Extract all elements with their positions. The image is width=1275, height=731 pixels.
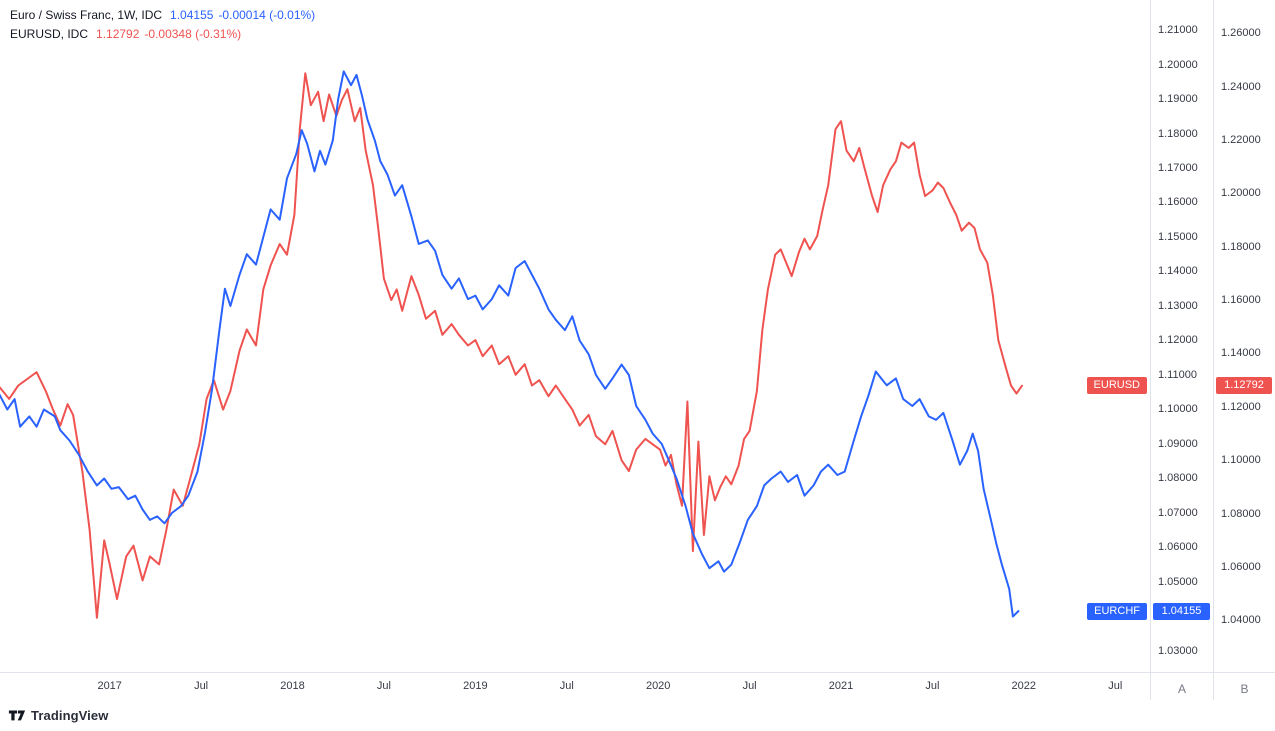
footer: TradingView bbox=[8, 706, 108, 724]
price-tick-label: 1.18000 bbox=[1158, 127, 1198, 140]
eurusd-change: -0.00348 (-0.31%) bbox=[144, 27, 242, 41]
price-tick-label: 1.15000 bbox=[1158, 230, 1198, 243]
price-tick-label: 1.18000 bbox=[1221, 240, 1261, 253]
price-tick-label: 1.20000 bbox=[1221, 187, 1261, 200]
price-tick-label: 1.11000 bbox=[1158, 368, 1197, 381]
price-tick-label: 1.19000 bbox=[1158, 93, 1198, 105]
time-tick-label: Jul bbox=[194, 680, 209, 692]
price-tick-label: 1.12000 bbox=[1221, 400, 1261, 413]
legend-row-eurusd[interactable]: EURUSD, IDC 1.12792 -0.00348 (-0.31%) bbox=[10, 25, 320, 44]
price-tick-label: 1.14000 bbox=[1221, 347, 1261, 360]
eurchf-symbol-title: Euro / Swiss Franc, 1W, IDC bbox=[10, 8, 163, 22]
price-scale-a[interactable]: 1.21000 1.20000 1.19000 1.18000 1.17000 1.160… bbox=[1151, 0, 1213, 700]
eurchf-change: -0.00014 (-0.01%) bbox=[218, 8, 316, 22]
legend-row-eurchf[interactable]: Euro / Swiss Franc, 1W, IDC 1.04155 -0.000… bbox=[10, 6, 320, 25]
time-tick-label: Jul bbox=[742, 680, 757, 692]
price-tick-label: 1.06000 bbox=[1158, 541, 1198, 554]
price-tick-label: 1.09000 bbox=[1158, 437, 1198, 450]
price-tick-label: 1.22000 bbox=[1221, 133, 1261, 146]
eurchf-last-price: 1.04155 bbox=[170, 8, 214, 22]
price-tick-label: 1.04000 bbox=[1221, 614, 1261, 627]
eurchf-price-badge: 1.04155 bbox=[1153, 602, 1210, 620]
price-tick-label: 1.05000 bbox=[1158, 575, 1198, 588]
time-tick-label: 2020 bbox=[645, 680, 671, 692]
price-tick-label: 1.14000 bbox=[1158, 265, 1198, 278]
price-tick-label: 1.06000 bbox=[1221, 561, 1261, 574]
price-tick-label: 1.08000 bbox=[1221, 507, 1261, 520]
time-tick-label: 2019 bbox=[463, 680, 488, 692]
price-tick-label: 1.13000 bbox=[1158, 299, 1198, 312]
axis-a-separator bbox=[1150, 0, 1151, 700]
time-tick-label: Jul bbox=[559, 680, 574, 692]
price-tick-label: 1.07000 bbox=[1158, 506, 1198, 519]
tradingview-logo-icon[interactable] bbox=[8, 706, 26, 724]
eurusd-series-label: EURUSD bbox=[1086, 377, 1147, 395]
price-chart-pane[interactable]: Euro / Swiss Franc, 1W, IDC 1.04155 -0.000… bbox=[0, 0, 1150, 672]
time-tick-label: Jul bbox=[925, 680, 940, 692]
time-axis[interactable]: 2017 Jul 2018 Jul 2019 Jul 2020 Jul 2021 Jul 2022 J… bbox=[0, 672, 1150, 700]
time-tick-label: 2018 bbox=[280, 680, 305, 692]
price-tick-label: 1.16000 bbox=[1221, 294, 1261, 307]
price-tick-label: 1.26000 bbox=[1221, 27, 1261, 40]
price-scale-b-label[interactable]: B bbox=[1240, 682, 1249, 696]
price-tick-label: 1.03000 bbox=[1158, 644, 1198, 657]
time-tick-label: Jul bbox=[376, 680, 391, 692]
eurusd-last-price: 1.12792 bbox=[96, 27, 140, 41]
price-scale-b[interactable]: 1.26000 1.24000 1.22000 1.20000 1.18000 1.160… bbox=[1214, 0, 1275, 700]
time-tick-label: 2017 bbox=[97, 680, 122, 692]
eurchf-series-label: EURCHF bbox=[1087, 602, 1147, 620]
price-tick-label: 1.21000 bbox=[1158, 24, 1198, 36]
time-tick-label: Jul bbox=[1108, 680, 1123, 692]
tradingview-logo-text[interactable]: TradingView bbox=[31, 707, 109, 723]
eurchf-line[interactable] bbox=[0, 70, 1020, 618]
price-tick-label: 1.08000 bbox=[1158, 472, 1198, 485]
eurusd-price-badge: 1.12792 bbox=[1216, 377, 1272, 395]
price-tick-label: 1.12000 bbox=[1158, 334, 1198, 347]
time-tick-label: 2022 bbox=[1011, 680, 1037, 692]
price-tick-label: 1.16000 bbox=[1158, 196, 1198, 209]
price-tick-label: 1.17000 bbox=[1158, 162, 1198, 174]
eurusd-symbol-title: EURUSD, IDC bbox=[10, 27, 89, 41]
price-tick-label: 1.24000 bbox=[1221, 80, 1261, 93]
price-tick-label: 1.10000 bbox=[1221, 454, 1261, 467]
price-tick-label: 1.10000 bbox=[1158, 403, 1198, 416]
eurusd-line[interactable] bbox=[0, 72, 1023, 619]
price-scale-a-label[interactable]: A bbox=[1177, 682, 1186, 696]
legend: Euro / Swiss Franc, 1W, IDC 1.04155 -0.000… bbox=[10, 6, 320, 44]
axis-b-separator bbox=[1213, 0, 1214, 700]
time-axis-separator bbox=[0, 672, 1275, 673]
time-tick-label: 2021 bbox=[828, 680, 854, 692]
price-tick-label: 1.20000 bbox=[1158, 58, 1198, 71]
chart-canvas[interactable] bbox=[0, 0, 1150, 672]
